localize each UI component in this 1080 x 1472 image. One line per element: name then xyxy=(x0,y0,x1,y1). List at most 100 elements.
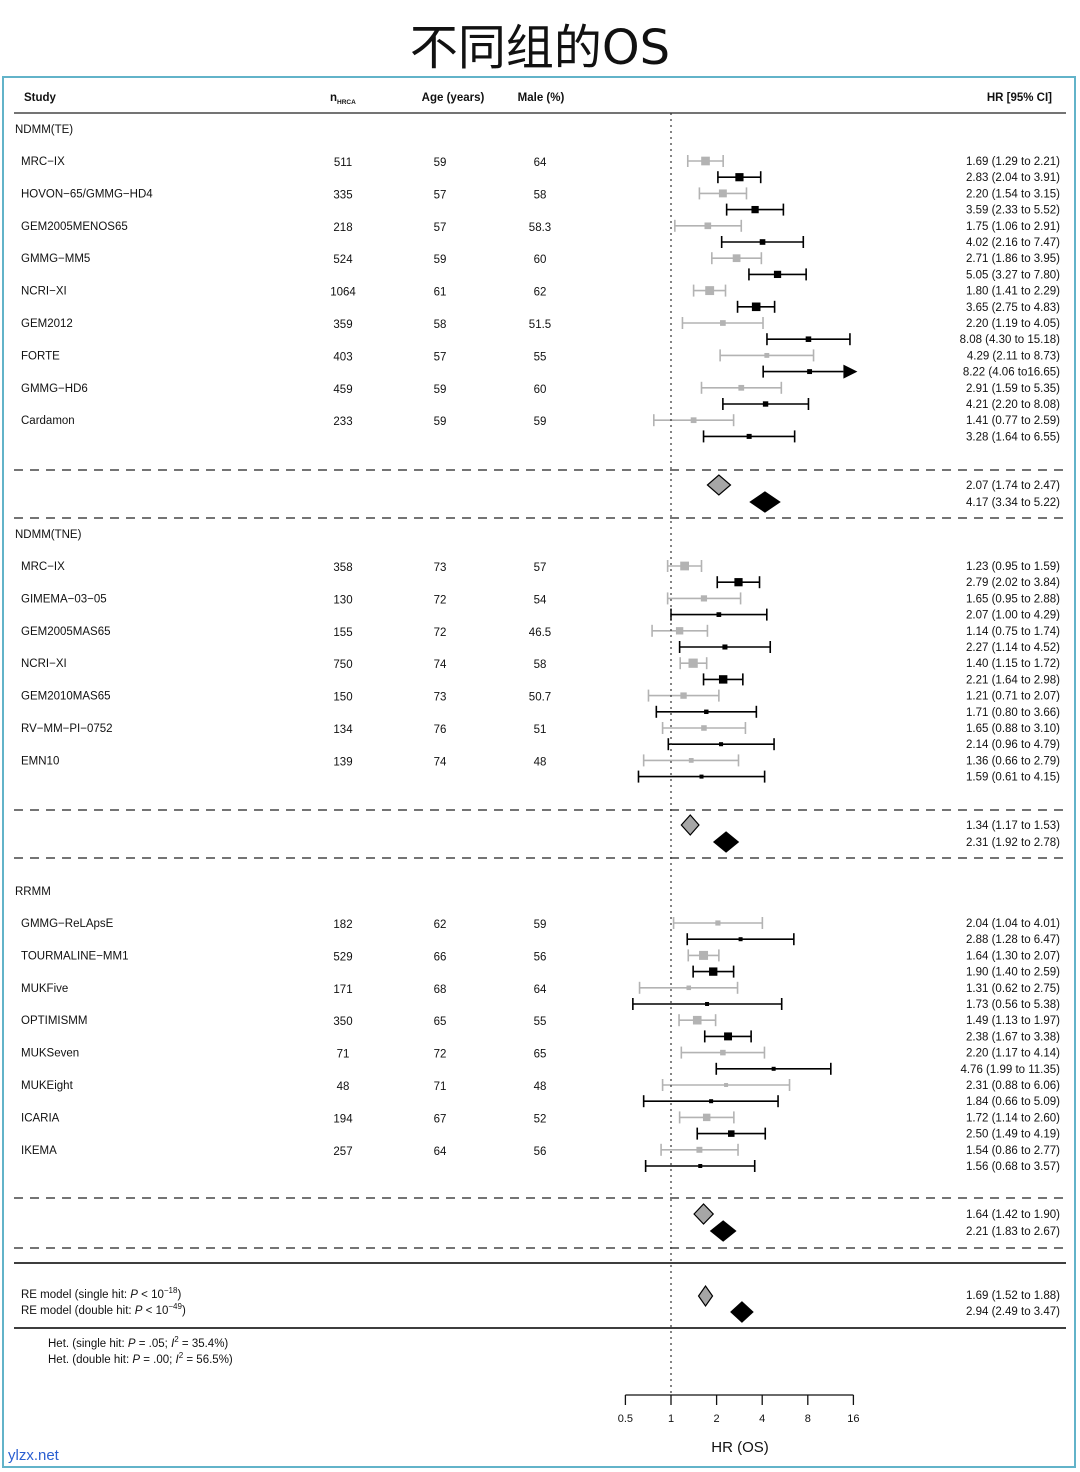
group-3-study-4-n: 350 xyxy=(333,1016,352,1028)
group-2-study-1-n: 358 xyxy=(333,562,352,574)
group-2-study-6-age: 76 xyxy=(434,724,447,736)
group-1-study-6-age: 58 xyxy=(434,319,447,331)
group-3-study-1-single-hit-point-estimate xyxy=(715,920,720,925)
overall-single-hit-pooled-diamond xyxy=(699,1286,713,1306)
group-2-study-1-single-hit-value: 1.23 (0.95 to 1.59) xyxy=(966,561,1060,573)
group-1-study-2-n: 335 xyxy=(333,189,352,201)
group-1-study-3-male: 58.3 xyxy=(529,222,551,234)
group-2-study-5-age: 73 xyxy=(434,692,447,704)
group-3-study-6-age: 71 xyxy=(434,1081,447,1093)
group-1-study-2-double-hit-point-estimate xyxy=(751,206,758,213)
overall-double-hit-pooled-diamond xyxy=(731,1302,753,1322)
group-2-study-1-male: 57 xyxy=(534,562,547,574)
group-3-study-4-double-hit-point-estimate xyxy=(724,1032,732,1040)
group-3-study-3-double-hit-point-estimate xyxy=(705,1002,709,1006)
group-2-study-7-name: EMN10 xyxy=(21,755,59,767)
group-1-study-8-male: 60 xyxy=(534,384,547,396)
group-1-study-3-age: 57 xyxy=(434,222,447,234)
forest-plot: Study nHRCA Age (years) Male (%) HR [95% CI]… xyxy=(0,0,1080,1472)
group-3-study-7-name: ICARIA xyxy=(21,1112,60,1124)
group-3-study-6-double-hit-value: 1.84 (0.66 to 5.09) xyxy=(966,1096,1060,1108)
group-3-label: RRMM xyxy=(15,886,51,898)
group-1-study-1-double-hit-value: 2.83 (2.04 to 3.91) xyxy=(966,172,1060,184)
group-3-study-8-name: IKEMA xyxy=(21,1145,57,1157)
group-2-study-5-double-hit-value: 1.71 (0.80 to 3.66) xyxy=(966,707,1060,719)
group-3-study-2-male: 56 xyxy=(534,951,547,963)
group-2-study-4-single-hit-value: 1.40 (1.15 to 1.72) xyxy=(966,658,1060,670)
group-1-study-2-name: HOVON−65/GMMG−HD4 xyxy=(21,188,153,200)
group-1-study-9-male: 59 xyxy=(534,416,547,428)
group-1-study-5-double-hit-value: 3.65 (2.75 to 4.83) xyxy=(966,302,1060,314)
group-1-study-7-double-hit-ci-arrow xyxy=(843,365,857,379)
group-1-study-7-double-hit-point-estimate xyxy=(807,369,812,374)
group-2-study-3-double-hit-value: 2.27 (1.14 to 4.52) xyxy=(966,642,1060,654)
group-1-study-6-n: 359 xyxy=(333,319,352,331)
group-1-study-7-name: FORTE xyxy=(21,350,60,362)
group-3-study-1-age: 62 xyxy=(434,919,447,931)
group-3-study-8-age: 64 xyxy=(434,1146,447,1158)
group-2-study-5-single-hit-value: 1.21 (0.71 to 2.07) xyxy=(966,691,1060,703)
group-2-study-4-male: 58 xyxy=(534,659,547,671)
column-header-study: Study xyxy=(24,92,57,104)
group-3-study-3-single-hit-point-estimate xyxy=(686,986,691,991)
group-1-study-4-n: 524 xyxy=(333,254,353,266)
group-3-pooled-single-value: 1.64 (1.42 to 1.90) xyxy=(966,1209,1060,1221)
group-1-study-9-age: 59 xyxy=(434,416,447,428)
group-3-study-3-male: 64 xyxy=(534,984,547,996)
group-1-study-5-name: NCRI−XI xyxy=(21,286,67,298)
group-1-label: NDMM(TE) xyxy=(15,124,73,136)
group-3-study-3-age: 68 xyxy=(434,984,447,996)
column-header-male: Male (%) xyxy=(518,92,565,104)
group-2-study-6-single-hit-point-estimate xyxy=(701,725,707,731)
group-2-study-1-double-hit-value: 2.79 (2.02 to 3.84) xyxy=(966,577,1060,589)
group-3-study-6-double-hit-point-estimate xyxy=(709,1099,713,1103)
heterogeneity-1: Het. (single hit: P = .05; I2 = 35.4%) xyxy=(48,1335,228,1350)
x-axis-tick-label-5: 8 xyxy=(805,1413,811,1425)
overall-double-label: RE model (double hit: P < 10−49) xyxy=(21,1302,186,1317)
group-1-study-7-double-hit-value: 8.22 (4.06 to16.65) xyxy=(963,367,1060,379)
group-2-study-2-single-hit-value: 1.65 (0.95 to 2.88) xyxy=(966,593,1060,605)
group-2-study-1-double-hit-point-estimate xyxy=(734,578,742,586)
group-3-pooled-double-value: 2.21 (1.83 to 2.67) xyxy=(966,1226,1060,1238)
group-3-study-6-single-hit-point-estimate xyxy=(724,1083,728,1087)
group-1-study-7-male: 55 xyxy=(534,351,547,363)
group-1-study-3-name: GEM2005MENOS65 xyxy=(21,221,128,233)
group-3-study-7-age: 67 xyxy=(434,1113,447,1125)
group-3-study-4-male: 55 xyxy=(534,1016,547,1028)
group-3-study-1-male: 59 xyxy=(534,919,547,931)
group-1-study-2-double-hit-value: 3.59 (2.33 to 5.52) xyxy=(966,205,1060,217)
group-2-study-4-single-hit-point-estimate xyxy=(689,659,698,668)
group-3-study-2-n: 529 xyxy=(333,951,352,963)
group-1-study-4-name: GMMG−MM5 xyxy=(21,253,90,265)
group-2-study-4-double-hit-point-estimate xyxy=(719,675,727,683)
group-1-study-5-age: 61 xyxy=(434,287,447,299)
group-2-label: NDMM(TNE) xyxy=(15,529,82,541)
x-axis-tick-label-3: 2 xyxy=(714,1413,720,1425)
group-1-study-9-single-hit-value: 1.41 (0.77 to 2.59) xyxy=(966,415,1060,427)
group-1-study-1-name: MRC−IX xyxy=(21,156,65,168)
group-1-study-8-double-hit-point-estimate xyxy=(763,401,768,406)
overall-single-value: 1.69 (1.52 to 1.88) xyxy=(966,1290,1060,1302)
group-1-study-4-double-hit-point-estimate xyxy=(774,271,781,278)
group-1-study-1-male: 64 xyxy=(534,157,547,169)
group-1-study-5-male: 62 xyxy=(534,287,547,299)
overall-double-value: 2.94 (2.49 to 3.47) xyxy=(966,1306,1060,1318)
group-1-single-hit-pooled-diamond xyxy=(707,475,730,495)
group-1-study-3-n: 218 xyxy=(333,222,352,234)
group-3-study-7-n: 194 xyxy=(333,1113,353,1125)
x-axis-tick-label-4: 4 xyxy=(759,1413,765,1425)
group-2-study-7-double-hit-value: 1.59 (0.61 to 4.15) xyxy=(966,772,1060,784)
group-3-study-1-double-hit-value: 2.88 (1.28 to 6.47) xyxy=(966,934,1060,946)
group-1-study-8-n: 459 xyxy=(333,384,352,396)
group-1-study-5-double-hit-point-estimate xyxy=(752,303,761,312)
group-2-study-6-n: 134 xyxy=(333,724,353,736)
group-2-study-2-single-hit-point-estimate xyxy=(701,595,707,601)
group-3-study-8-n: 257 xyxy=(333,1146,352,1158)
group-2-study-5-n: 150 xyxy=(333,692,352,704)
group-1-study-7-single-hit-point-estimate xyxy=(764,353,769,358)
group-1-study-4-male: 60 xyxy=(534,254,547,266)
group-3-study-7-double-hit-point-estimate xyxy=(728,1130,735,1137)
group-3-study-3-name: MUKFive xyxy=(21,983,68,995)
group-3-study-8-male: 56 xyxy=(534,1146,547,1158)
group-2-study-2-male: 54 xyxy=(534,594,547,606)
